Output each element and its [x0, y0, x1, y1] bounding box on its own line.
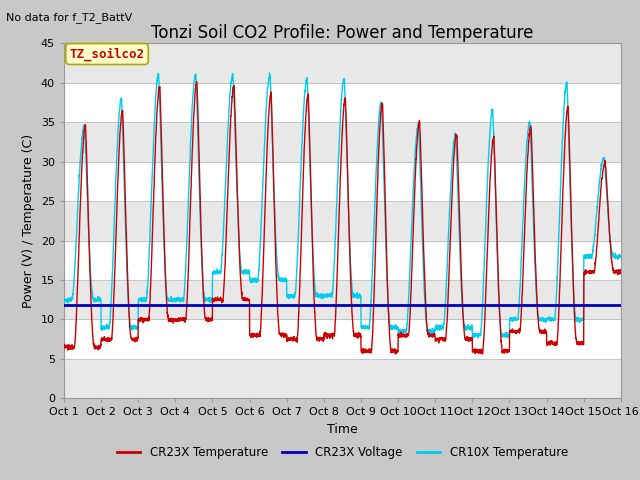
Bar	[64, 83, 621, 122]
Text: TZ_soilco2: TZ_soilco2	[70, 48, 145, 61]
Bar	[64, 280, 621, 320]
Bar	[64, 162, 621, 201]
Bar	[64, 240, 621, 280]
Text: No data for f_T2_BattV: No data for f_T2_BattV	[6, 12, 132, 23]
Y-axis label: Power (V) / Temperature (C): Power (V) / Temperature (C)	[22, 134, 35, 308]
Title: Tonzi Soil CO2 Profile: Power and Temperature: Tonzi Soil CO2 Profile: Power and Temper…	[151, 24, 534, 42]
Bar	[64, 201, 621, 240]
Bar	[64, 320, 621, 359]
Bar	[64, 359, 621, 398]
Bar	[64, 122, 621, 162]
X-axis label: Time: Time	[327, 423, 358, 436]
Legend: CR23X Temperature, CR23X Voltage, CR10X Temperature: CR23X Temperature, CR23X Voltage, CR10X …	[112, 441, 573, 464]
Bar	[64, 43, 621, 83]
